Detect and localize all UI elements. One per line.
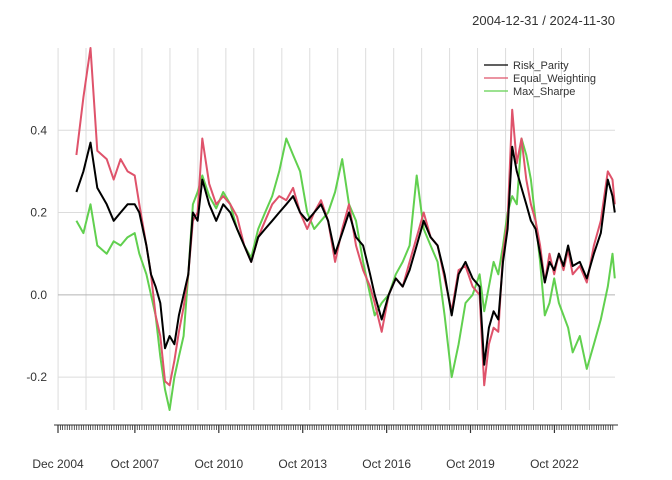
x-tick-label: Oct 2016 bbox=[362, 457, 411, 471]
series-line-risk-parity bbox=[75, 141, 616, 366]
x-tick-label: Oct 2010 bbox=[194, 457, 243, 471]
x-tick-label: Oct 2013 bbox=[278, 457, 327, 471]
x-tick-label: Oct 2022 bbox=[530, 457, 579, 471]
legend-label: Risk_Parity bbox=[513, 60, 569, 72]
series-line-max-sharpe bbox=[75, 137, 616, 411]
x-axis: Dec 2004 Oct 2007 Oct 2010 Oct 2013 Oct 2016… bbox=[32, 424, 618, 471]
series-layer bbox=[75, 47, 616, 411]
y-tick-label: 0.4 bbox=[30, 123, 47, 137]
x-tick-label: Oct 2007 bbox=[111, 457, 160, 471]
y-tick-label: 0.0 bbox=[30, 288, 47, 302]
y-axis: -0.2 0.0 0.2 0.4 bbox=[26, 123, 47, 384]
legend-label: Max_Sharpe bbox=[513, 86, 575, 98]
y-tick-label: -0.2 bbox=[26, 370, 47, 384]
grid-layer bbox=[57, 48, 615, 410]
series-line-equal-weighting bbox=[75, 47, 616, 387]
y-tick-label: 0.2 bbox=[30, 206, 47, 220]
legend-label: Equal_Weighting bbox=[513, 73, 596, 85]
x-tick-label: Dec 2004 bbox=[32, 457, 84, 471]
x-tick-label: Oct 2019 bbox=[446, 457, 495, 471]
chart-date-range: 2004-12-31 / 2024-11-30 bbox=[472, 13, 615, 28]
